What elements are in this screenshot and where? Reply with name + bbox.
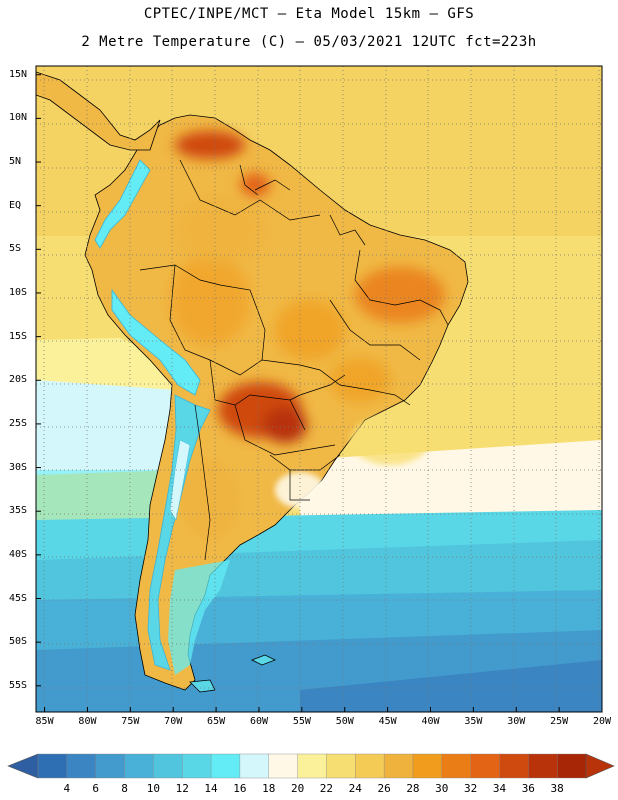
longitude-label: 40W [421,716,440,727]
latitude-label: 15S [9,330,28,342]
latitude-label: 10S [9,286,28,298]
cool-land-patches [180,415,430,540]
latitude-label: 50S [9,636,28,648]
longitude-label: 75W [121,716,140,727]
chart-title-line1: CPTEC/INPE/MCT – Eta Model 15km – GFS [143,6,475,22]
colorbar-swatch [182,753,212,779]
latitude-label: 55S [9,679,28,691]
longitude-label: 85W [35,716,54,727]
colorbar-label: 24 [348,782,362,795]
colorbar-swatch [441,753,472,779]
colorbar-label: 20 [290,782,305,795]
colorbar-swatch [383,753,414,779]
warm-patches [170,131,445,443]
colorbar-swatch [556,753,587,779]
longitude-label: 50W [335,716,354,727]
colorbar-label: 10 [146,782,160,795]
country-borders [139,159,449,561]
colorbar-label: 6 [92,782,99,795]
colorbar-swatch [66,753,97,779]
colorbar-swatch [268,753,299,779]
longitude-label: 35W [464,716,483,727]
colorbar-swatch [210,753,241,779]
pacific-cold-band [36,380,180,475]
colorbar-swatch [355,753,385,779]
longitude-label: 65W [207,716,226,727]
colorbar-label: 16 [233,782,247,795]
colorbar-swatch [37,753,68,779]
latitude-label: 35S [9,505,28,517]
colorbar-swatch [499,753,530,779]
andes-coldest-core [169,439,191,521]
latitude-label: 40S [9,548,28,560]
latitude-label: EQ [9,199,22,211]
latitude-label: 30S [9,461,28,473]
longitude-label: 45W [378,716,397,727]
colorbar-label: 8 [121,782,128,795]
colorbar-label: 34 [492,782,507,795]
colorbar-swatch [297,753,328,779]
colorbar-label: 12 [175,782,189,795]
axis-ticks [36,74,603,712]
colorbar-swatch [412,753,443,779]
colorbar-swatch [124,753,155,779]
map-frame [35,65,603,713]
southern-ocean-band-5 [300,660,602,712]
longitude-label: 70W [164,716,183,727]
colorbar-label: 22 [319,782,334,795]
longitude-label: 25W [550,716,569,727]
colorbar-swatch [470,753,501,779]
colorbar-swatch [239,753,270,779]
andes-cold-strip-central [111,288,201,396]
colorbar-label: 26 [377,782,391,795]
colorbar-label: 36 [521,782,535,795]
latitude-label: 45S [9,592,28,604]
central-america-land [36,71,161,151]
andes-cold-strip [94,159,151,249]
colorbar-label: 30 [435,782,449,795]
colorbar-label: 4 [63,782,71,795]
longitude-label: 80W [78,716,97,727]
colorbar-swatch [95,753,126,779]
longitude-label: 20W [592,716,612,727]
longitude-label: 30W [507,716,526,727]
colorbar-swatch [153,753,183,779]
colorbar-label: 28 [406,782,420,795]
colorbar-label: 38 [550,782,564,795]
latitude-label: 10N [9,112,28,124]
latitude-label: 20S [9,374,28,386]
colorbar-swatch [528,753,558,779]
longitude-label: 55W [292,716,311,727]
colorbar-label: 32 [464,782,478,795]
longitude-label: 60W [249,716,268,727]
temperature-field [36,66,602,712]
latitude-label: 25S [9,417,28,429]
latitude-label: 5N [9,156,22,168]
chart-title-line2: 2 Metre Temperature (C) – 05/03/2021 12U… [81,34,537,50]
colorbar-label: 18 [262,782,276,795]
latitude-label: 15N [9,68,28,80]
colorbar-swatch [326,753,356,779]
colorbar-high-arrow [585,753,615,779]
colorbar-low-arrow [7,753,39,779]
colorbar-label: 14 [204,782,218,795]
patagonia-land [168,560,230,675]
latitude-label: 5S [9,243,22,255]
colorbar [7,753,615,779]
